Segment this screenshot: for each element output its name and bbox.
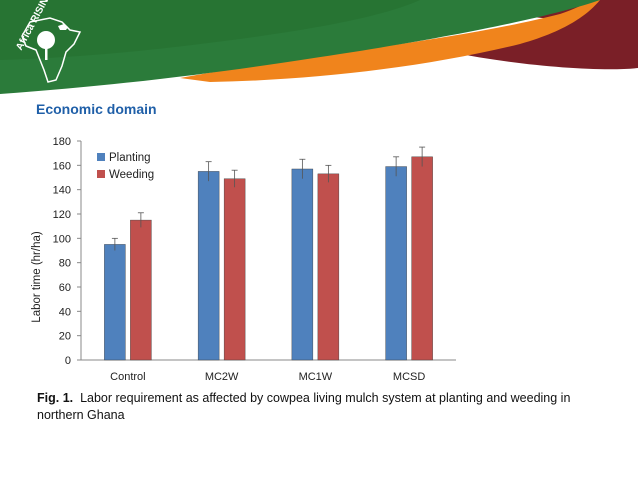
y-axis-title: Labor time (hr/ha) bbox=[31, 231, 43, 323]
africa-rising-logo: Africa RISING bbox=[14, 0, 82, 83]
bar-planting-mc1w bbox=[291, 168, 314, 361]
y-tick-label: 180 bbox=[53, 136, 71, 148]
bar-chart: Labor time (hr/ha) 0 20 40 60 80 100 120 140 160… bbox=[31, 136, 456, 383]
bar-weeding-mc2w bbox=[223, 178, 246, 361]
x-tick-label: Control bbox=[110, 371, 145, 383]
y-tick-label: 20 bbox=[59, 331, 71, 343]
bar-weeding-control bbox=[130, 219, 152, 361]
y-tick-label: 40 bbox=[59, 306, 71, 318]
legend-swatch-planting bbox=[97, 153, 105, 161]
bar-planting-mc2w bbox=[197, 171, 220, 361]
y-tick-label: 140 bbox=[53, 185, 71, 197]
x-tick-label: MC1W bbox=[299, 371, 333, 383]
y-axis-title-group: Labor time (hr/ha) bbox=[31, 231, 43, 323]
legend-swatch-weeding bbox=[97, 170, 105, 178]
x-tick-label: MCSD bbox=[393, 371, 425, 383]
y-tick-label: 100 bbox=[53, 233, 71, 245]
figure-caption: Fig. 1. Labor requirement as affected by… bbox=[37, 390, 577, 424]
x-tick-label: MC2W bbox=[205, 371, 239, 383]
bar-planting-mcsd bbox=[385, 166, 407, 361]
caption-label: Fig. 1. bbox=[37, 391, 74, 405]
bar-planting-control bbox=[104, 244, 126, 361]
header-banner bbox=[0, 0, 638, 94]
y-tick-label: 120 bbox=[53, 209, 71, 221]
legend-label-weeding: Weeding bbox=[109, 169, 154, 181]
y-tick-label: 80 bbox=[59, 258, 71, 270]
bar-weeding-mc1w bbox=[317, 173, 340, 361]
animal-icon bbox=[58, 24, 68, 30]
y-tick-label: 0 bbox=[65, 355, 71, 367]
banner-green-shade bbox=[0, 0, 420, 60]
tree-icon bbox=[37, 31, 55, 49]
section-title: Economic domain bbox=[36, 101, 157, 117]
tree-trunk-icon bbox=[45, 46, 48, 60]
y-tick-label: 160 bbox=[53, 160, 71, 172]
bar-weeding-mcsd bbox=[411, 156, 433, 361]
y-tick-label: 60 bbox=[59, 282, 71, 294]
legend-label-planting: Planting bbox=[109, 152, 151, 164]
caption-text: Labor requirement as affected by cowpea … bbox=[37, 391, 571, 422]
